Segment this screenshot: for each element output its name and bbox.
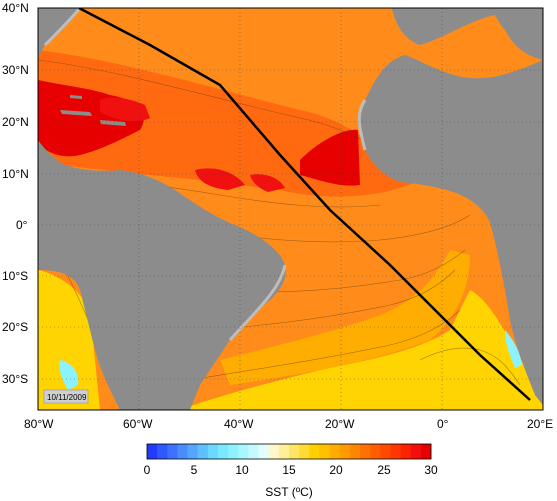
- latitude-axis: 40°N 30°N 20°N 10°N 0° 10°S 20°S 30°S: [2, 1, 29, 386]
- colorbar-swatch: [238, 444, 249, 459]
- colorbar-frame: [146, 443, 432, 460]
- lon-label-20e: 20°E: [527, 417, 553, 431]
- colorbar-tick-5: 5: [191, 463, 198, 477]
- lon-label-80w: 80°W: [24, 417, 54, 431]
- lon-label-40w: 40°W: [224, 417, 254, 431]
- colorbar-swatch: [248, 444, 259, 459]
- colorbar-swatch: [187, 444, 199, 459]
- colorbar-swatch: [167, 444, 178, 459]
- south-atlantic-yellow: [38, 270, 543, 410]
- colorbar-tick-30: 30: [424, 463, 438, 477]
- north-america-land: [38, 8, 80, 58]
- colorbar-tick-0: 0: [144, 463, 151, 477]
- map-area: 10/11/2009: [38, 8, 543, 410]
- colorbar-swatch: [258, 444, 270, 459]
- colorbar-swatch: [268, 444, 280, 459]
- longitude-axis: 80°W 60°W 40°W 20°W 0° 20°E: [24, 417, 553, 431]
- africa-land: [359, 55, 543, 405]
- colorbar-swatch: [289, 444, 300, 459]
- colorbar-swatch: [380, 444, 391, 459]
- colorbar-swatch: [420, 444, 432, 459]
- colorbar-swatch: [329, 444, 341, 459]
- colorbar-swatch: [360, 444, 371, 459]
- colorbar-swatch: [410, 444, 422, 459]
- date-stamp: 10/11/2009: [43, 389, 89, 404]
- lat-label-20n: 20°N: [2, 115, 29, 129]
- continental-shelf: [43, 8, 367, 341]
- colorbar-ticks: 0 5 10 15 20 25 30: [144, 463, 438, 477]
- colorbar-tick-10: 10: [235, 463, 249, 477]
- lat-label-40n: 40°N: [2, 1, 29, 15]
- south-america-land: [38, 140, 286, 410]
- equatorial-warm-patch: [300, 129, 360, 186]
- lon-label-0: 0°: [437, 417, 449, 431]
- colorbar-swatch: [147, 444, 158, 459]
- tropical-warm-patches: [100, 97, 285, 192]
- colorbar-swatch: [228, 444, 239, 459]
- colorbar-swatch: [319, 444, 330, 459]
- colorbar-swatch: [370, 444, 381, 459]
- colorbar-swatch: [299, 444, 310, 459]
- colorbar-swatch: [207, 444, 219, 459]
- lat-label-20s: 20°S: [2, 320, 28, 334]
- lon-label-60w: 60°W: [123, 417, 153, 431]
- colorbar-swatch: [390, 444, 401, 459]
- europe-land: [392, 8, 543, 60]
- colorbar-tick-15: 15: [282, 463, 296, 477]
- colorbar-swatch: [218, 444, 229, 459]
- colorbar-swatch: [349, 444, 361, 459]
- date-stamp-text: 10/11/2009: [47, 393, 87, 402]
- lat-label-30s: 30°S: [2, 372, 28, 386]
- sst-colorbar: [146, 443, 432, 460]
- colorbar-swatch: [339, 444, 351, 459]
- graticule: [38, 8, 543, 410]
- colorbar-swatch: [278, 444, 290, 459]
- ship-track-line: [78, 8, 531, 401]
- colorbar-swatch: [197, 444, 209, 459]
- colorbar-swatch: [309, 444, 320, 459]
- caribbean-islands: [60, 95, 126, 126]
- lat-label-0: 0°: [16, 218, 28, 232]
- colorbar-swatch: [157, 444, 168, 459]
- colorbar-swatch: [400, 444, 412, 459]
- south-atlantic-orange: [220, 250, 470, 385]
- colorbar-tick-20: 20: [329, 463, 343, 477]
- lat-label-30n: 30°N: [2, 63, 29, 77]
- lat-label-10n: 10°N: [2, 167, 29, 181]
- colorbar-swatch: [177, 444, 188, 459]
- colorbar-tick-25: 25: [377, 463, 391, 477]
- lat-label-10s: 10°S: [2, 269, 28, 283]
- map-frame: [37, 7, 544, 411]
- lon-label-20w: 20°W: [325, 417, 355, 431]
- colorbar-title: SST (ºC): [265, 485, 313, 499]
